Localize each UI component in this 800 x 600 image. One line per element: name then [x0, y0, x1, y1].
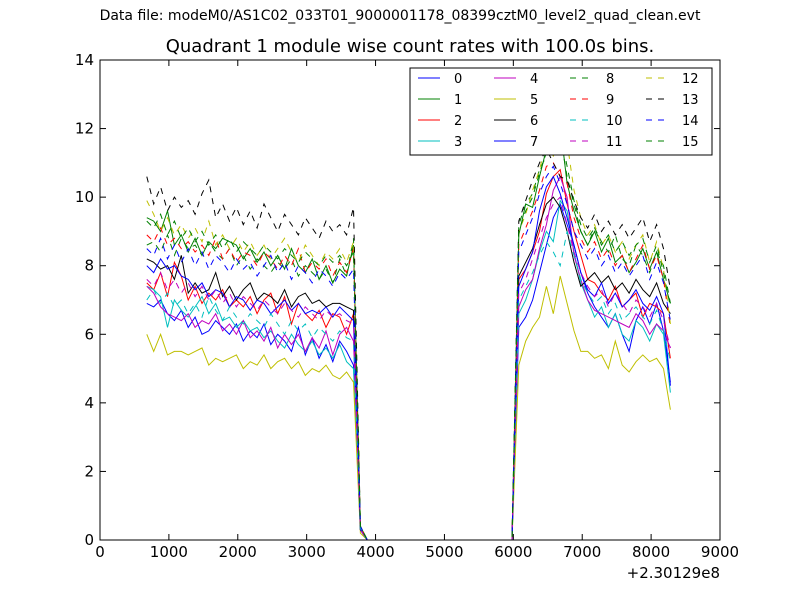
legend-label-1: 1 — [454, 93, 462, 108]
legend-label-10: 10 — [606, 114, 623, 129]
legend-label-7: 7 — [530, 135, 538, 150]
x-tick-label: 4000 — [356, 543, 394, 561]
x-tick-label: 6000 — [494, 543, 532, 561]
x-tick-label: 3000 — [288, 543, 326, 561]
y-tick-label: 10 — [75, 188, 94, 206]
series-line-7 — [146, 175, 671, 541]
series-line-6 — [146, 196, 671, 541]
legend-label-5: 5 — [530, 93, 538, 108]
series-line-3 — [146, 199, 671, 541]
legend-label-9: 9 — [606, 93, 614, 108]
series-line-2 — [146, 168, 671, 541]
y-tick-label: 12 — [75, 120, 94, 138]
series-line-14 — [146, 165, 671, 541]
legend-label-8: 8 — [606, 72, 614, 87]
y-tick-label: 14 — [75, 51, 94, 69]
y-tick-label: 6 — [84, 325, 94, 343]
x-tick-label: 8000 — [632, 543, 670, 561]
y-tick-label: 8 — [84, 257, 94, 275]
series-line-8 — [146, 134, 671, 541]
series-line-4 — [146, 175, 671, 541]
axis-ticks: 0 1000 2000 3000 4000 5000 6000 7000 8000 9000 0 2 4… — [75, 51, 739, 561]
legend-label-12: 12 — [682, 72, 699, 87]
series-line-1 — [146, 124, 671, 541]
series-line-15 — [146, 130, 671, 541]
x-tick-label: 1000 — [150, 543, 188, 561]
legend-label-14: 14 — [682, 114, 699, 129]
legend-label-3: 3 — [454, 135, 462, 150]
x-tick-label: 2000 — [219, 543, 257, 561]
x-offset-label: +2.30129e8 — [627, 564, 720, 582]
x-tick-label: 9000 — [701, 543, 739, 561]
legend-label-0: 0 — [454, 72, 462, 87]
legend-label-2: 2 — [454, 114, 462, 129]
figure-suptitle: Data file: modeM0/AS1C02_033T01_90000011… — [99, 8, 701, 24]
series-line-13 — [146, 147, 671, 541]
legend-label-15: 15 — [682, 135, 699, 150]
x-tick-label: 7000 — [563, 543, 601, 561]
series-layer — [146, 124, 671, 541]
x-tick-label: 5000 — [425, 543, 463, 561]
series-line-10 — [146, 231, 671, 541]
legend-label-11: 11 — [606, 135, 623, 150]
series-line-0 — [146, 202, 671, 541]
y-tick-label: 4 — [84, 394, 94, 412]
x-tick-label: 0 — [95, 543, 105, 561]
series-line-11 — [146, 196, 671, 541]
legend-label-4: 4 — [530, 72, 538, 87]
plot-frame — [99, 59, 721, 541]
legend-label-6: 6 — [530, 114, 538, 129]
series-line-5 — [146, 275, 671, 541]
series-line-12 — [146, 140, 671, 541]
y-tick-label: 2 — [84, 462, 94, 480]
y-tick-label: 0 — [84, 531, 94, 549]
chart-title: Quadrant 1 module wise count rates with … — [165, 36, 655, 57]
legend-label-13: 13 — [682, 93, 699, 108]
